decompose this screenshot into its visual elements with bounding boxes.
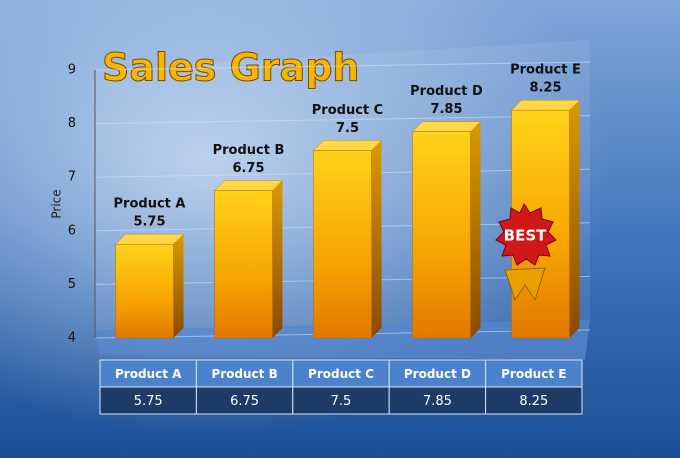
- grid-line: [94, 115, 591, 125]
- y-axis-label: Price: [50, 189, 64, 218]
- y-tick-label: 8: [68, 116, 76, 131]
- bar: [313, 150, 372, 339]
- bar-category-label: Product A: [114, 197, 186, 212]
- bar-top: [114, 233, 185, 245]
- bar-top: [213, 180, 284, 191]
- table-header-text: Product A: [115, 367, 182, 381]
- table-header-text: Product B: [211, 367, 277, 381]
- table-header-text: Product C: [308, 367, 374, 381]
- bar-top: [411, 121, 482, 132]
- table-value-text: 7.5: [331, 394, 352, 409]
- table-value-text: 5.75: [134, 394, 163, 409]
- table-header-text: Product D: [404, 367, 471, 381]
- bar-side: [371, 140, 382, 338]
- bar-value-label: 6.75: [232, 161, 264, 176]
- bar: [214, 190, 273, 339]
- bar-value-label: 8.25: [529, 81, 561, 96]
- bar-side: [173, 234, 184, 338]
- bar-category-label: Product E: [510, 63, 581, 78]
- bar-value-label: 5.75: [133, 215, 165, 230]
- bar-value-label: 7.5: [336, 121, 359, 136]
- table-header-text: Product E: [501, 367, 566, 381]
- bar: [115, 243, 174, 339]
- table-value-cell: [99, 386, 197, 415]
- table-value-cell: [485, 386, 583, 415]
- bar-side: [569, 100, 580, 338]
- bar-category-label: Product D: [410, 84, 483, 99]
- bar-category-label: Product B: [213, 143, 285, 158]
- bar-top: [312, 140, 383, 151]
- table-header-cell: [485, 359, 583, 388]
- best-badge: BEST: [495, 202, 557, 302]
- table-value-text: 7.85: [423, 394, 452, 409]
- table-value-text: 8.25: [519, 394, 548, 409]
- y-tick-label: 4: [68, 331, 76, 346]
- y-tick-label: 7: [68, 170, 76, 185]
- table-value-cell: [195, 386, 294, 415]
- bar: [412, 131, 471, 339]
- bar-category-label: Product C: [312, 103, 383, 118]
- grid-line: [94, 61, 591, 71]
- y-tick-label: 6: [68, 223, 76, 238]
- table-value-cell: [388, 386, 487, 415]
- bar-top: [510, 99, 581, 111]
- table-value-text: 6.75: [230, 394, 259, 409]
- bar-value-label: 7.85: [430, 102, 462, 117]
- badge-text: BEST: [504, 227, 547, 245]
- y-tick-label: 9: [68, 63, 76, 78]
- bar-side: [272, 180, 283, 338]
- bar-side: [470, 121, 481, 338]
- badge-star: [495, 202, 557, 266]
- badge-ribbon: [504, 267, 546, 302]
- y-tick-label: 5: [68, 277, 76, 292]
- table-value-cell: [292, 386, 390, 415]
